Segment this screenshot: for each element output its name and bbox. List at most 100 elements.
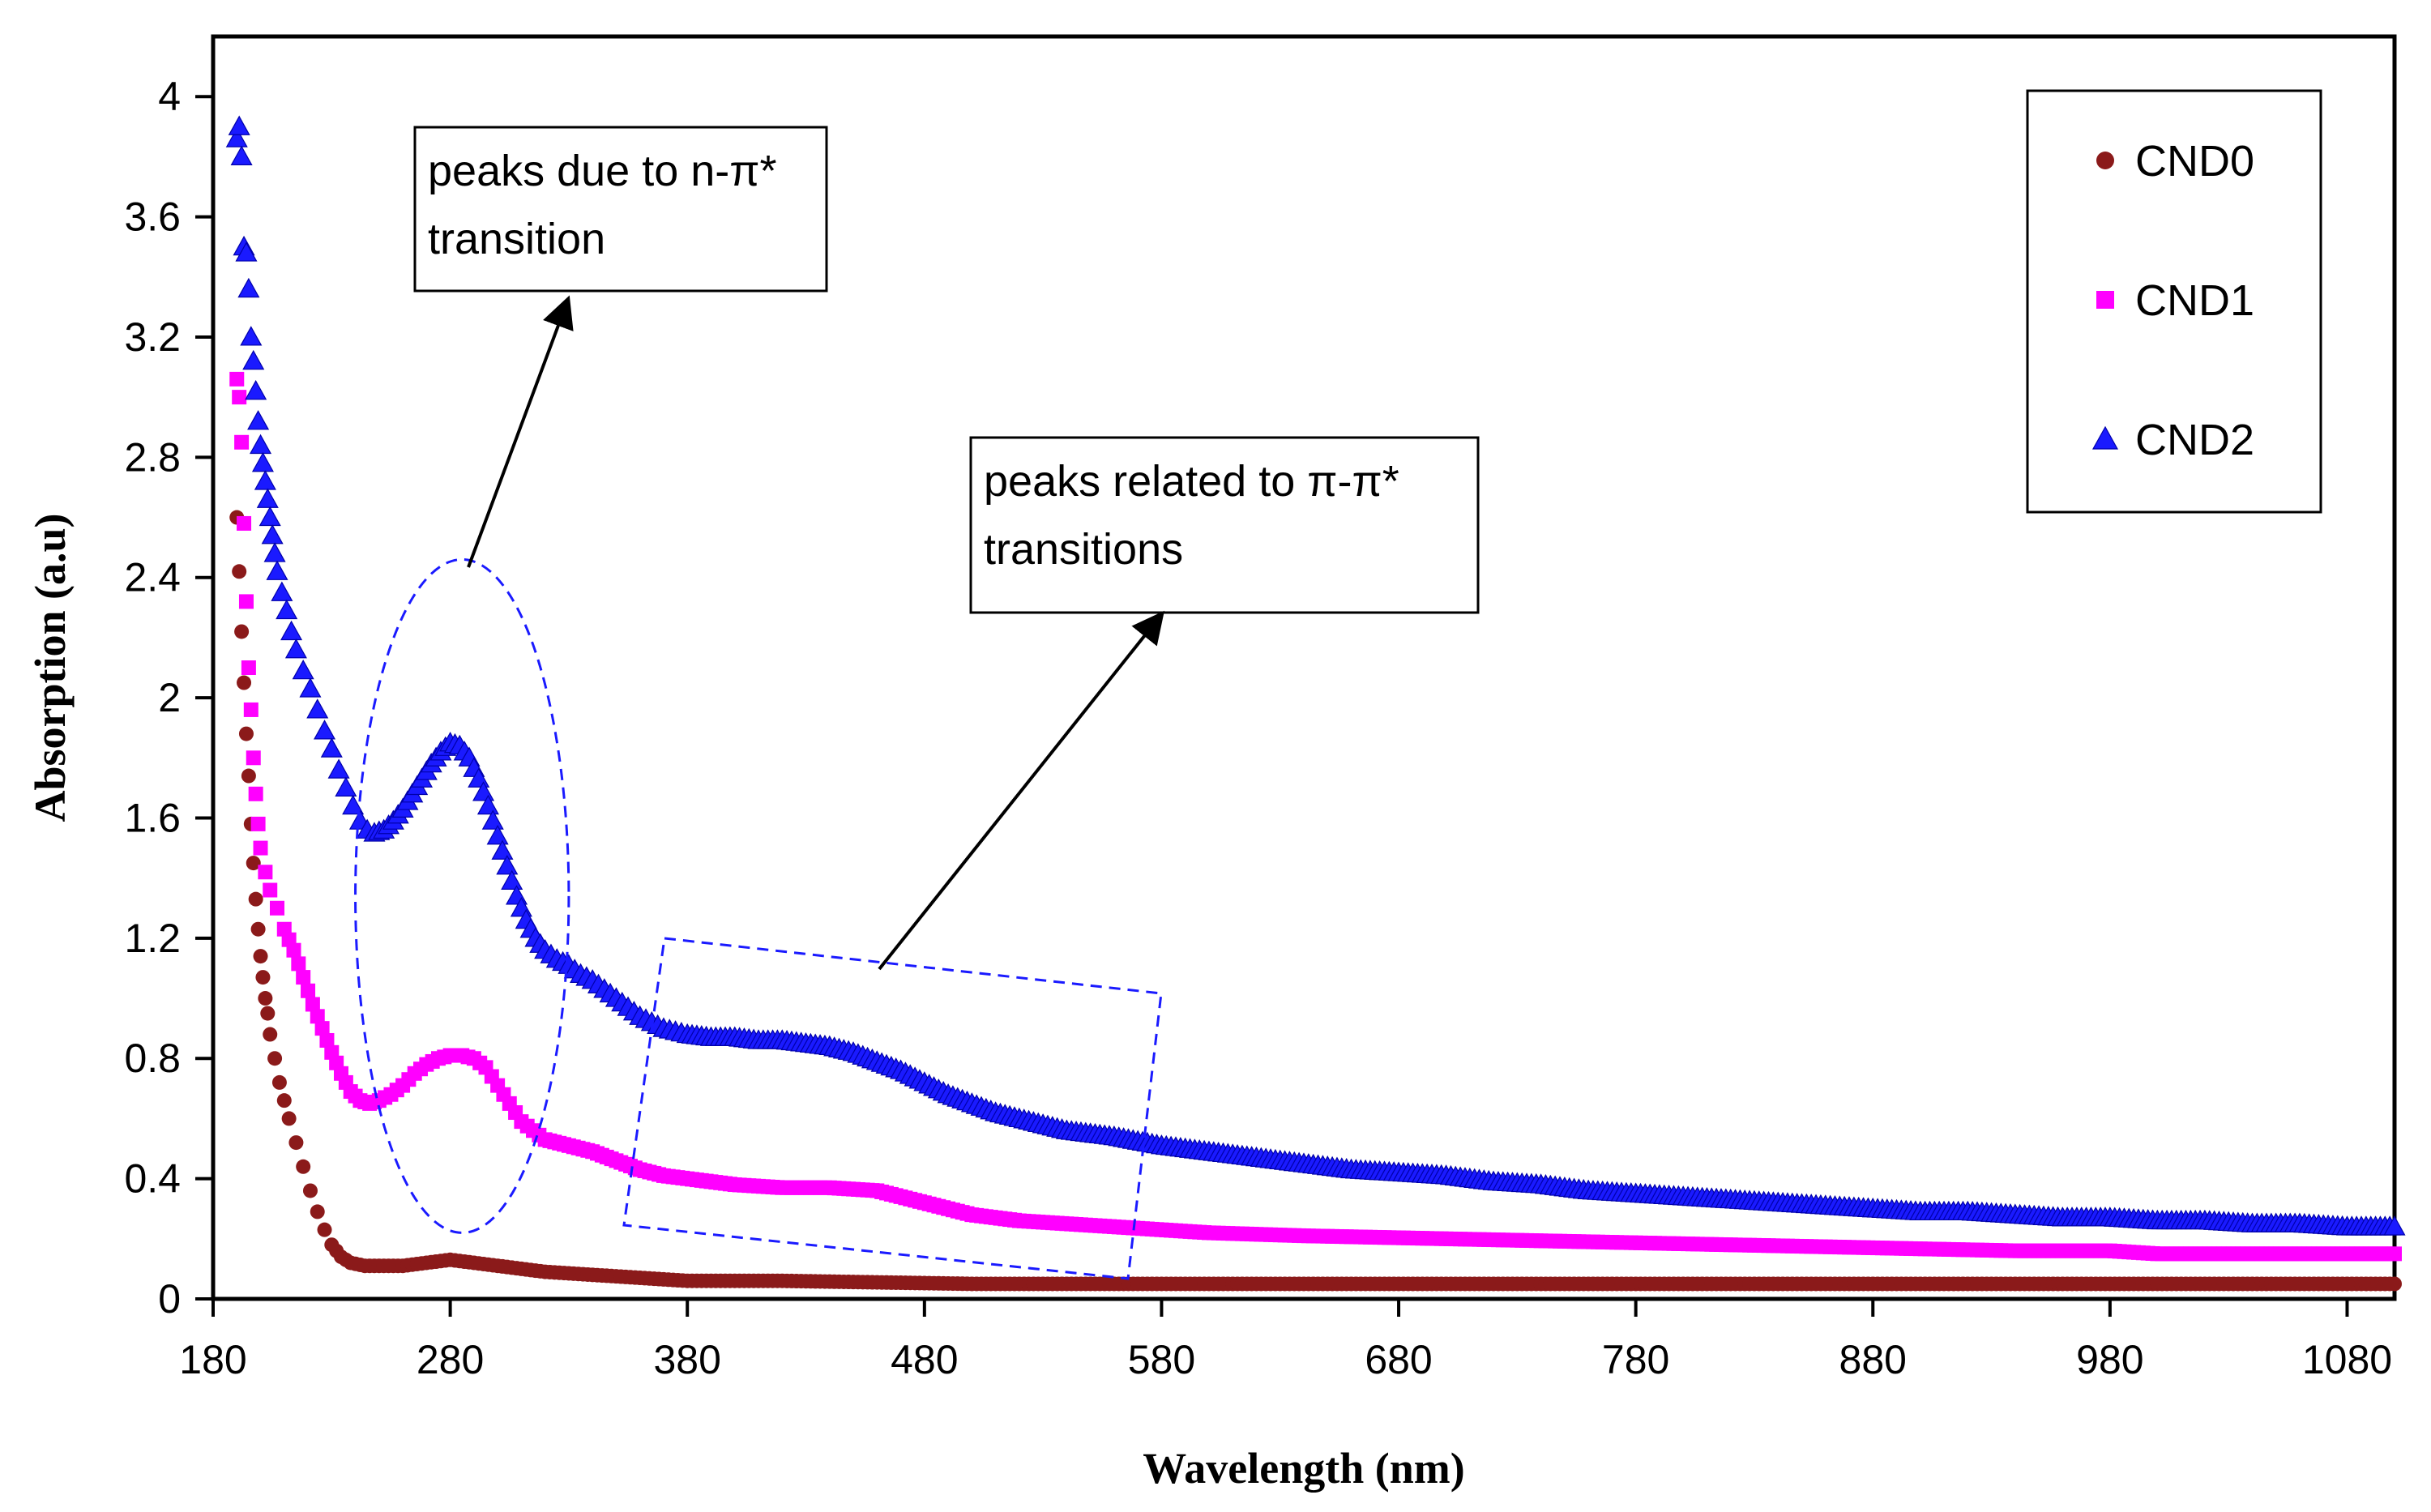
legend-marker-cnd1 [2096,291,2114,309]
data-point [296,970,311,985]
data-point [296,1159,311,1174]
data-point [305,997,320,1012]
data-point [238,594,254,609]
data-point [270,900,285,916]
annotation-callout-n-pi: peaks due to n-π* transition [413,126,828,568]
data-point [284,639,307,659]
data-point [2387,1246,2402,1262]
x-tick-label: 980 [2076,1337,2143,1382]
y-tick-label: 2 [158,675,181,720]
legend-label-cnd2: CND2 [2135,416,2254,464]
x-tick-label: 480 [891,1337,958,1382]
series-cnd2 [225,115,2406,1236]
data-point [253,949,268,964]
data-point [281,1111,297,1126]
data-point [263,542,286,562]
data-point [246,856,261,871]
y-tick-label: 4 [158,74,181,119]
y-tick-label: 1.2 [124,916,181,961]
data-point [288,1135,304,1151]
data-point [276,1093,292,1108]
data-point [276,599,298,620]
data-point [248,891,263,907]
data-point [228,115,250,135]
annotation-arrow [878,610,1164,971]
data-point [230,145,253,165]
data-point [302,1183,318,1198]
data-point [261,524,284,545]
x-tick-label: 1080 [2302,1337,2392,1382]
annotation-text: peaks due to n-π* [428,147,777,195]
x-tick-label: 880 [1839,1337,1907,1382]
y-tick-label: 2.4 [124,555,181,600]
x-tick-label: 180 [179,1337,246,1382]
data-point [251,452,274,472]
data-point [286,942,301,958]
data-point [253,840,268,856]
data-point [501,869,523,890]
data-point [237,515,252,531]
legend-label-cnd1: CND1 [2135,276,2254,325]
pi-pi-region-box [622,937,1163,1280]
data-point [496,855,519,875]
y-tick-label: 2.8 [124,434,181,480]
y-tick-label: 1.6 [124,795,181,840]
legend: CND0 CND1 CND2 [2026,89,2322,514]
data-point [258,506,281,527]
data-point [254,470,276,490]
data-point [310,1204,325,1219]
data-point [255,970,271,985]
data-point [238,726,254,741]
data-point [280,620,303,641]
annotation-text: transition [428,215,605,263]
data-point [299,677,322,698]
data-point [250,816,266,831]
data-point [245,379,267,400]
data-point [476,794,499,815]
annotation-box [413,126,828,293]
data-point [250,921,266,937]
data-point [319,1032,335,1048]
data-point [335,776,357,797]
data-point [301,983,316,998]
data-point [237,277,260,298]
data-point [250,434,272,455]
data-point [320,737,343,758]
data-point [2383,1215,2406,1236]
data-point [266,560,288,580]
data-point [306,698,329,719]
data-point [310,1009,325,1024]
legend-box [2026,89,2322,514]
data-point [240,326,263,346]
data-point [292,659,314,680]
data-point [267,1051,283,1066]
data-point [263,1027,278,1042]
y-tick-label: 0.8 [124,1036,181,1081]
data-point [260,1006,276,1021]
plot-area-frame [211,34,2397,1301]
data-point [291,956,306,972]
y-axis-title: Absorption (a.u) [26,513,75,822]
x-axis-title: Wavelength (nm) [1143,1444,1465,1493]
data-point [241,768,256,784]
legend-label-cnd0: CND0 [2135,137,2254,186]
data-point [229,371,245,387]
x-tick-label: 380 [653,1337,720,1382]
data-point [242,349,265,370]
data-point [241,660,256,675]
legend-marker-cnd0 [2096,152,2114,169]
n-pi-region-ellipse [354,557,570,1234]
annotation-text: transitions [984,525,1183,574]
data-point [481,809,504,830]
x-tick-label: 580 [1128,1337,1195,1382]
data-point [234,434,250,450]
data-point [314,720,336,740]
x-tick-label: 780 [1602,1337,1669,1382]
x-tick-label: 680 [1365,1337,1432,1382]
legend-marker-cnd2 [2091,425,2119,450]
annotation-box [969,436,1480,614]
annotation-arrow [467,295,574,568]
y-tick-label: 0 [158,1276,181,1322]
data-point [232,564,247,579]
